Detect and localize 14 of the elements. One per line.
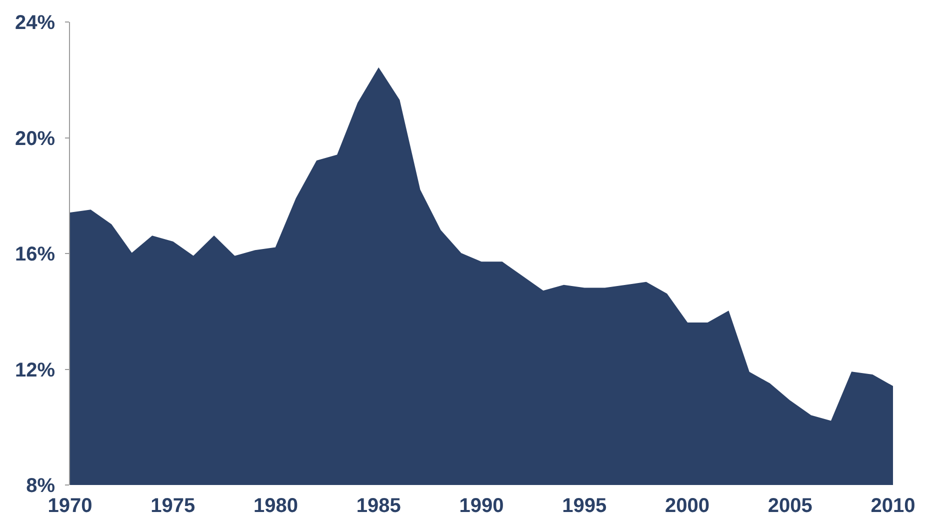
- y-tick-label: 24%: [14, 12, 56, 34]
- x-tick-label: 2005: [768, 495, 812, 517]
- y-tick-label: 20%: [14, 128, 56, 150]
- y-tick-label: 8%: [26, 475, 56, 497]
- x-tick-label: 1975: [150, 495, 196, 517]
- x-tick-label: 2010: [870, 495, 916, 517]
- x-tick-label: 1990: [459, 495, 504, 517]
- x-tick-label: 2000: [665, 495, 710, 517]
- y-tick-label: 12%: [14, 359, 56, 382]
- x-tick-label: 1985: [356, 495, 401, 517]
- y-tick-label: 16%: [14, 244, 56, 266]
- x-tick-label: 1980: [254, 495, 298, 517]
- x-tick-label: 1970: [48, 495, 92, 517]
- x-tick-label: 1995: [562, 495, 607, 517]
